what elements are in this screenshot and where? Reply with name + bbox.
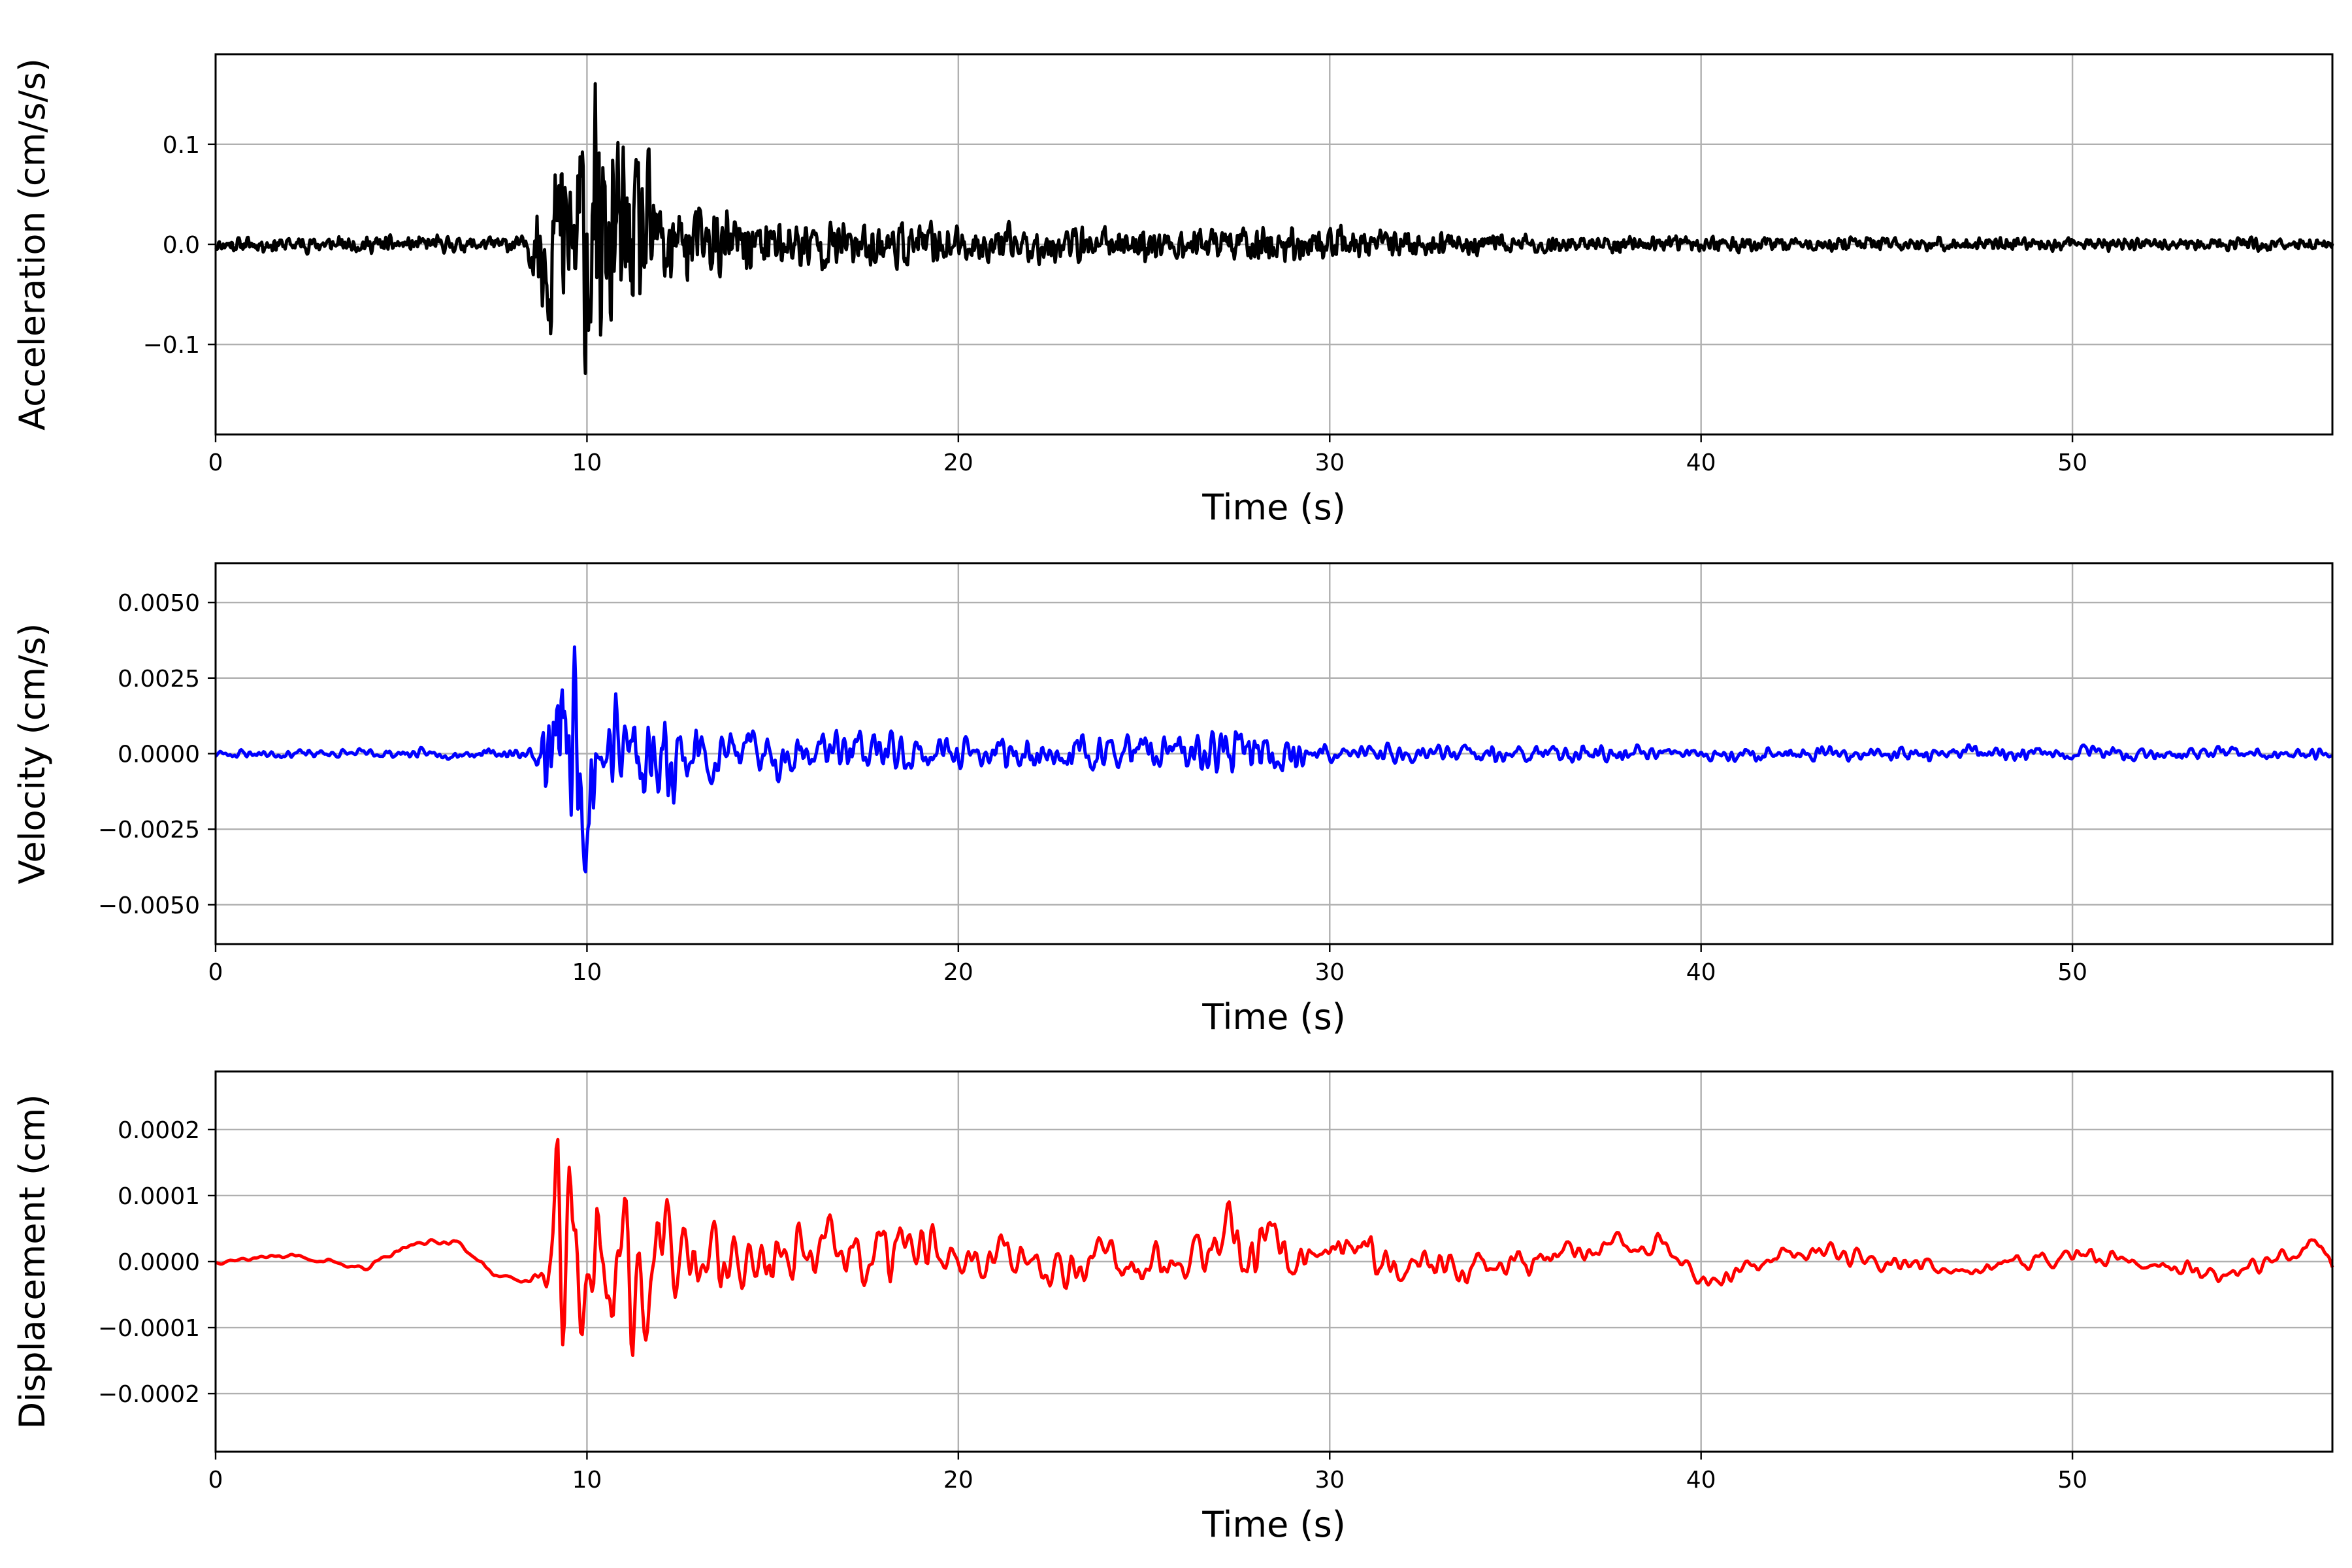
x-axis-label: Time (s) xyxy=(1201,996,1346,1037)
x-tick-label: 10 xyxy=(572,449,602,476)
x-tick-label: 0 xyxy=(208,449,223,476)
x-tick-label: 20 xyxy=(943,1467,973,1494)
x-tick-label: 20 xyxy=(943,449,973,476)
y-tick-label: −0.0001 xyxy=(98,1315,200,1342)
y-tick-label: 0.0002 xyxy=(118,1117,200,1144)
x-tick-label: 10 xyxy=(572,1467,602,1494)
y-axis-label: Velocity (cm/s) xyxy=(12,623,53,885)
x-tick-label: 40 xyxy=(1686,1467,1716,1494)
x-tick-label: 10 xyxy=(572,959,602,986)
x-tick-label: 50 xyxy=(2057,959,2087,986)
x-tick-label: 40 xyxy=(1686,959,1716,986)
x-tick-label: 30 xyxy=(1315,449,1345,476)
x-tick-label: 50 xyxy=(2057,449,2087,476)
x-axis-label: Time (s) xyxy=(1201,487,1346,528)
series-line xyxy=(214,82,2334,376)
y-axis-label: Displacement (cm) xyxy=(12,1094,53,1429)
y-tick-label: 0.0025 xyxy=(118,666,200,693)
y-tick-label: 0.0 xyxy=(163,232,200,259)
x-tick-label: 20 xyxy=(943,959,973,986)
y-tick-label: −0.1 xyxy=(143,332,200,359)
x-tick-label: 0 xyxy=(208,959,223,986)
panel-3: 0 10 20 30 40 50 −0.0002 −0.0001 0.0000 0.0001 0.0… xyxy=(12,1070,2334,1545)
panel-1: 0 10 20 30 40 50 −0.1 0.0 0.1 Time (s) Acceleratio… xyxy=(12,53,2334,528)
y-tick-label: 0.1 xyxy=(163,132,200,159)
y-tick-label: 0.0000 xyxy=(118,1249,200,1276)
panel-2: 0 10 20 30 40 50 −0.0050 −0.0025 0.0000 0.0025 0.0… xyxy=(12,562,2334,1037)
y-tick-label: −0.0025 xyxy=(98,817,200,843)
series-line xyxy=(214,645,2333,874)
series-line xyxy=(215,1137,2334,1357)
y-tick-label: 0.0050 xyxy=(118,590,200,617)
x-axis-label: Time (s) xyxy=(1201,1504,1346,1545)
y-tick-label: −0.0002 xyxy=(98,1381,200,1408)
x-tick-label: 40 xyxy=(1686,449,1716,476)
y-tick-label: 0.0001 xyxy=(118,1183,200,1210)
x-tick-label: 30 xyxy=(1315,959,1345,986)
x-tick-label: 50 xyxy=(2057,1467,2087,1494)
y-axis-label: Acceleration (cm/s/s) xyxy=(12,58,53,431)
x-tick-label: 30 xyxy=(1315,1467,1345,1494)
x-tick-label: 0 xyxy=(208,1467,223,1494)
y-tick-label: 0.0000 xyxy=(118,742,200,768)
y-tick-label: −0.0050 xyxy=(98,892,200,919)
